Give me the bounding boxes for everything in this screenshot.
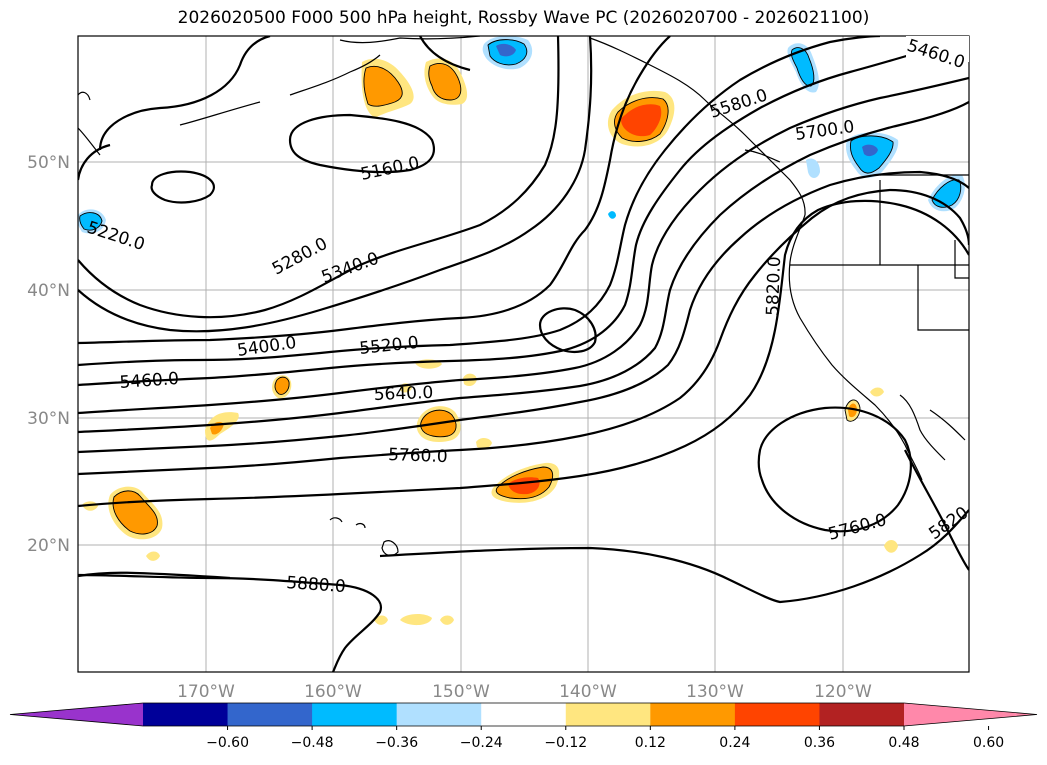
lat-labels: 50°N 40°N 30°N 20°N [27,153,70,556]
lat-label-30n: 30°N [27,409,70,429]
contour-label-5760-left: 5760.0 [388,445,448,467]
contour-label-5640: 5640.0 [373,383,433,405]
colorbar-tick-label: 0.24 [719,735,750,751]
colorbar-tick-label: 0.48 [888,735,919,751]
colorbar-tick-label: −0.36 [375,735,418,751]
map-title: 2026020500 F000 500 hPa height, Rossby W… [177,8,870,28]
contour-label-5460-left: 5460.0 [119,369,180,393]
colorbar-extend-high [904,703,1037,726]
contour-label-5880: 5880.0 [286,573,347,597]
colorbar-tick-label: −0.12 [544,735,587,751]
colorbar-extend-low [10,703,143,726]
anomaly-contours [79,39,962,535]
colorbar-segment [734,703,820,726]
colorbar-segment [312,703,398,726]
colorbar-segment [227,703,313,726]
coastlines [78,36,969,557]
map-frame [77,35,970,673]
lon-label-130w: 130°W [686,682,744,702]
map-area [78,36,969,672]
lon-label-170w: 170°W [177,682,235,702]
lon-label-140w: 140°W [559,682,617,702]
colorbar-segment [650,703,736,726]
lon-label-150w: 150°W [432,682,490,702]
colorbar-tick-label: −0.24 [460,735,503,751]
lat-label-20n: 20°N [27,536,70,556]
lat-label-40n: 40°N [27,281,70,301]
colorbar-segment [565,703,651,726]
colorbar-segment [819,703,905,726]
contour-label-5820-vertical: 5820.0 [763,256,785,316]
colorbar-tick-label: 0.12 [635,735,666,751]
colorbar-tick-label: 0.60 [973,735,1004,751]
colorbar-tick-label: −0.48 [291,735,334,751]
colorbar-segment [143,703,229,726]
colorbar-tick-label: 0.36 [804,735,835,751]
colorbar-segment [481,703,567,726]
lat-label-50n: 50°N [27,153,70,173]
lon-label-120w: 120°W [814,682,872,702]
lon-labels: 170°W 160°W 150°W 140°W 130°W 120°W [177,682,872,702]
colorbar-segment [396,703,482,726]
colorbar-tick-label: −0.60 [206,735,249,751]
lon-label-160w: 160°W [304,682,362,702]
colorbar-outline [9,702,1038,727]
height-contours [78,36,969,672]
colorbar: −0.60 −0.48 −0.36 −0.24 −0.12 0.12 0.24 0.36 0.4… [9,702,1038,751]
